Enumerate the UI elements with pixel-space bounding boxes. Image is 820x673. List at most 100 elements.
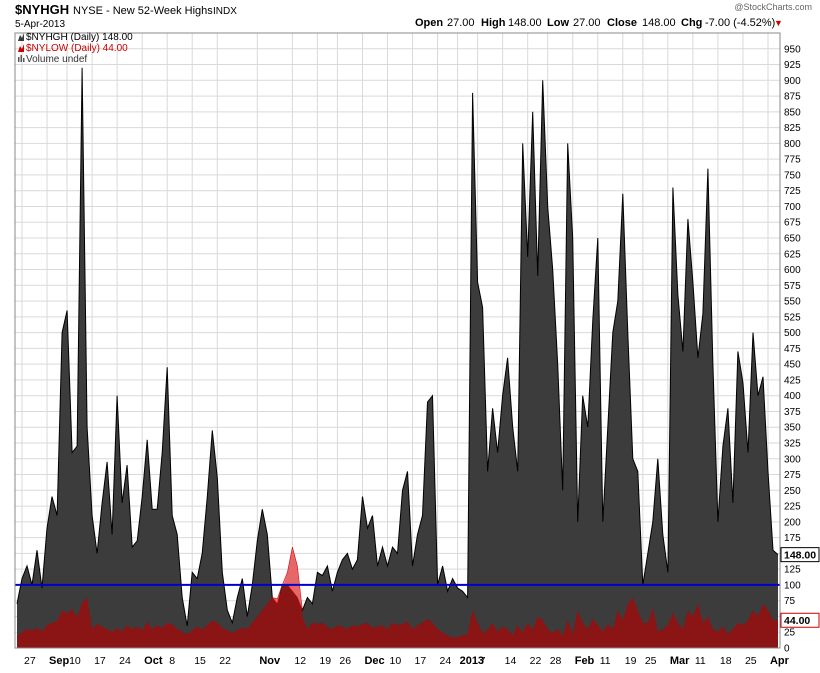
x-tick-label: 8 bbox=[169, 655, 175, 667]
x-tick-label: 15 bbox=[194, 655, 206, 667]
y-tick-label: 875 bbox=[784, 92, 801, 103]
x-tick-label: 7 bbox=[480, 655, 486, 667]
open-value: 27.00 bbox=[447, 17, 475, 29]
x-tick-label: 22 bbox=[530, 655, 542, 667]
y-tick-label: 425 bbox=[784, 375, 801, 386]
x-tick-label: 22 bbox=[219, 655, 231, 667]
y-tick-label: 550 bbox=[784, 297, 801, 308]
close-label: Close bbox=[607, 17, 637, 29]
y-tick-label: 325 bbox=[784, 439, 801, 450]
y-tick-label: 475 bbox=[784, 344, 801, 355]
y-tick-label: 125 bbox=[784, 565, 801, 576]
x-tick-label: 17 bbox=[415, 655, 427, 667]
plot-frame bbox=[14, 32, 781, 649]
exchange-label: INDX bbox=[213, 6, 237, 17]
y-tick-label: 725 bbox=[784, 186, 801, 197]
x-tick-label: 10 bbox=[389, 655, 401, 667]
y-tick-label: 275 bbox=[784, 470, 801, 481]
x-tick-label: 14 bbox=[505, 655, 517, 667]
nylow-area-series bbox=[17, 547, 778, 648]
x-tick-label-major: 2013 bbox=[460, 655, 484, 667]
series-layer bbox=[16, 67, 779, 648]
x-tick-label: 18 bbox=[720, 655, 732, 667]
y-tick-label: 825 bbox=[784, 123, 801, 134]
x-tick-label-major: Dec bbox=[364, 655, 384, 667]
y-tick-label: 25 bbox=[784, 628, 796, 639]
legend-item-nyhgh: $NYHGH (Daily) 148.00 bbox=[18, 32, 133, 43]
y-tick-label: 950 bbox=[784, 44, 801, 55]
nyhgh-area-series bbox=[17, 67, 778, 648]
y-tick-label: 400 bbox=[784, 391, 801, 402]
y-tick-label: 375 bbox=[784, 407, 801, 418]
x-tick-label-major: Sep bbox=[49, 655, 69, 667]
x-tick-label: 24 bbox=[440, 655, 452, 667]
chart-header: $NYHGH NYSE - New 52-Week Highs INDX 5-A… bbox=[15, 2, 812, 30]
watermark: @StockCharts.com bbox=[734, 2, 812, 12]
x-tick-label-major: Mar bbox=[670, 655, 690, 667]
x-tick-label: 28 bbox=[550, 655, 562, 667]
last-value-labels: 148.00 44.00 bbox=[780, 547, 820, 628]
x-tick-label: 27 bbox=[24, 655, 36, 667]
y-tick-label: 700 bbox=[784, 202, 801, 213]
y-tick-label: 850 bbox=[784, 107, 801, 118]
last-value-nylow: 44.00 bbox=[780, 612, 820, 628]
y-tick-label: 175 bbox=[784, 533, 801, 544]
y-tick-label: 775 bbox=[784, 155, 801, 166]
y-tick-label: 225 bbox=[784, 502, 801, 513]
high-value: 148.00 bbox=[508, 17, 542, 29]
y-tick-label: 675 bbox=[784, 218, 801, 229]
last-value-text: 44.00 bbox=[784, 615, 810, 627]
y-tick-label: 300 bbox=[784, 454, 801, 465]
area-series-icon bbox=[18, 44, 24, 52]
last-value-nyhgh: 148.00 bbox=[780, 547, 820, 563]
legend-label-volume: Volume undef bbox=[26, 54, 87, 65]
y-tick-label: 0 bbox=[784, 644, 790, 655]
y-tick-label: 600 bbox=[784, 265, 801, 276]
legend: $NYHGH (Daily) 148.00 $NYLOW (Daily) 44.… bbox=[18, 32, 133, 65]
high-label: High bbox=[481, 17, 506, 29]
y-axis: 0255075100125150175200225250275300325350… bbox=[784, 44, 801, 654]
y-tick-label: 800 bbox=[784, 139, 801, 150]
legend-item-nylow: $NYLOW (Daily) 44.00 bbox=[18, 43, 128, 54]
x-tick-label: 25 bbox=[645, 655, 657, 667]
last-value-text: 148.00 bbox=[784, 550, 816, 562]
low-label: Low bbox=[547, 17, 569, 29]
chg-down-arrow-icon: ▼ bbox=[774, 18, 783, 28]
x-tick-label: 17 bbox=[94, 655, 106, 667]
open-label: Open bbox=[415, 17, 443, 29]
y-tick-label: 200 bbox=[784, 517, 801, 528]
x-tick-label-major: Oct bbox=[144, 655, 163, 667]
y-tick-label: 900 bbox=[784, 76, 801, 87]
y-tick-label: 75 bbox=[784, 596, 796, 607]
low-value: 27.00 bbox=[573, 17, 601, 29]
volume-bars-icon bbox=[18, 55, 25, 62]
chg-value: -7.00 (-4.52%) bbox=[705, 17, 775, 29]
last-value-box bbox=[780, 547, 820, 563]
x-tick-label-major: Apr bbox=[770, 655, 790, 667]
legend-label-nylow: $NYLOW (Daily) 44.00 bbox=[26, 43, 128, 54]
legend-label-nyhgh: $NYHGH (Daily) 148.00 bbox=[26, 32, 133, 43]
x-tick-label: 12 bbox=[294, 655, 306, 667]
y-tick-label: 250 bbox=[784, 486, 801, 497]
area-series-icon bbox=[18, 33, 24, 41]
y-tick-label: 100 bbox=[784, 580, 801, 591]
y-tick-label: 650 bbox=[784, 234, 801, 245]
close-value: 148.00 bbox=[642, 17, 676, 29]
x-tick-label: 26 bbox=[339, 655, 351, 667]
chg-label: Chg bbox=[681, 17, 702, 29]
y-tick-label: 750 bbox=[784, 170, 801, 181]
y-tick-label: 500 bbox=[784, 328, 801, 339]
x-tick-label: 25 bbox=[745, 655, 757, 667]
y-tick-label: 575 bbox=[784, 281, 801, 292]
x-tick-label: 10 bbox=[69, 655, 81, 667]
x-axis: 27 Sep 10 17 24 Oct 8 15 22 Nov 12 19 26 Dec 10 17 24 201… bbox=[24, 655, 790, 667]
x-tick-label-major: Nov bbox=[259, 655, 281, 667]
last-value-box bbox=[780, 612, 820, 628]
symbol-label: $NYHGH bbox=[15, 2, 69, 17]
y-tick-label: 350 bbox=[784, 423, 801, 434]
date-label: 5-Apr-2013 bbox=[15, 19, 65, 30]
y-tick-label: 450 bbox=[784, 360, 801, 371]
x-tick-label: 19 bbox=[625, 655, 637, 667]
